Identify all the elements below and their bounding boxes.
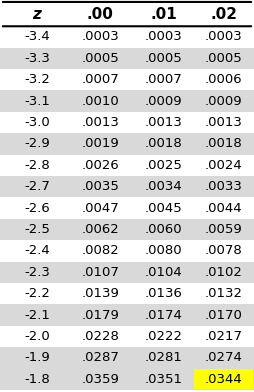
Text: .0059: .0059: [205, 223, 242, 236]
Text: -2.7: -2.7: [24, 180, 50, 193]
Text: .0080: .0080: [145, 245, 183, 258]
Text: .0228: .0228: [81, 330, 119, 343]
Text: .0006: .0006: [205, 73, 242, 86]
Text: -2.8: -2.8: [24, 159, 50, 172]
Text: .0025: .0025: [145, 159, 183, 172]
Text: .0136: .0136: [145, 287, 183, 300]
Text: .0139: .0139: [81, 287, 119, 300]
Text: .0013: .0013: [204, 116, 243, 129]
Text: .0005: .0005: [82, 52, 119, 65]
Text: .0047: .0047: [82, 201, 119, 215]
Text: .0018: .0018: [145, 138, 183, 151]
Text: -2.1: -2.1: [24, 309, 50, 322]
Bar: [0, 326, 254, 347]
Text: .0044: .0044: [205, 201, 242, 215]
Text: .0351: .0351: [145, 373, 183, 386]
Text: .0009: .0009: [205, 94, 242, 108]
Text: .0170: .0170: [204, 309, 243, 322]
Text: .0007: .0007: [145, 73, 183, 86]
Text: -2.9: -2.9: [24, 138, 50, 151]
Text: .0005: .0005: [205, 52, 242, 65]
Text: -3.0: -3.0: [24, 116, 50, 129]
Bar: [0, 240, 254, 261]
Text: z: z: [33, 7, 41, 22]
Text: .0062: .0062: [82, 223, 119, 236]
Text: .0019: .0019: [82, 138, 119, 151]
Text: .0179: .0179: [81, 309, 119, 322]
Bar: [0, 69, 254, 91]
Text: -2.5: -2.5: [24, 223, 50, 236]
Text: .0018: .0018: [205, 138, 242, 151]
Text: .0344: .0344: [205, 373, 242, 386]
Text: .0003: .0003: [82, 31, 119, 44]
Text: -3.4: -3.4: [24, 31, 50, 44]
Bar: [0, 219, 254, 240]
Text: .0013: .0013: [81, 116, 119, 129]
Bar: [0, 305, 254, 326]
Text: -2.2: -2.2: [24, 287, 50, 300]
Text: -2.0: -2.0: [24, 330, 50, 343]
Text: .0102: .0102: [204, 266, 243, 279]
Text: .0034: .0034: [145, 180, 183, 193]
Text: .0217: .0217: [204, 330, 243, 343]
Bar: [0, 48, 254, 69]
Text: .0104: .0104: [145, 266, 183, 279]
Bar: [0, 91, 254, 112]
Text: -3.1: -3.1: [24, 94, 50, 108]
Text: .00: .00: [87, 7, 114, 22]
Text: .0003: .0003: [145, 31, 183, 44]
Text: .0222: .0222: [145, 330, 183, 343]
Bar: [0, 2, 254, 26]
Text: .0274: .0274: [204, 352, 243, 365]
Text: .0132: .0132: [204, 287, 243, 300]
Text: .0005: .0005: [145, 52, 183, 65]
Text: -3.2: -3.2: [24, 73, 50, 86]
Text: .0359: .0359: [81, 373, 119, 386]
Text: .0082: .0082: [82, 245, 119, 258]
Bar: [0, 155, 254, 176]
Bar: [0, 368, 254, 390]
Text: .01: .01: [150, 7, 177, 22]
Bar: [194, 369, 253, 389]
Bar: [0, 26, 254, 48]
Bar: [0, 112, 254, 133]
Text: .0281: .0281: [145, 352, 183, 365]
Text: -1.8: -1.8: [24, 373, 50, 386]
Text: .0107: .0107: [81, 266, 119, 279]
Text: .0007: .0007: [82, 73, 119, 86]
Bar: [0, 261, 254, 283]
Bar: [0, 283, 254, 305]
Bar: [0, 347, 254, 368]
Bar: [0, 133, 254, 155]
Text: .0010: .0010: [82, 94, 119, 108]
Text: .0045: .0045: [145, 201, 183, 215]
Text: .0003: .0003: [205, 31, 242, 44]
Text: .0009: .0009: [145, 94, 183, 108]
Text: -2.3: -2.3: [24, 266, 50, 279]
Text: -2.4: -2.4: [24, 245, 50, 258]
Text: .0078: .0078: [205, 245, 242, 258]
Text: .0024: .0024: [205, 159, 242, 172]
Text: .0013: .0013: [145, 116, 183, 129]
Text: .0060: .0060: [145, 223, 183, 236]
Text: -1.9: -1.9: [24, 352, 50, 365]
Bar: [0, 198, 254, 219]
Text: -3.3: -3.3: [24, 52, 50, 65]
Text: .0035: .0035: [81, 180, 119, 193]
Text: .0174: .0174: [145, 309, 183, 322]
Text: -2.6: -2.6: [24, 201, 50, 215]
Bar: [0, 176, 254, 198]
Text: .0287: .0287: [81, 352, 119, 365]
Text: .02: .02: [210, 7, 237, 22]
Text: .0026: .0026: [82, 159, 119, 172]
Text: .0033: .0033: [204, 180, 243, 193]
